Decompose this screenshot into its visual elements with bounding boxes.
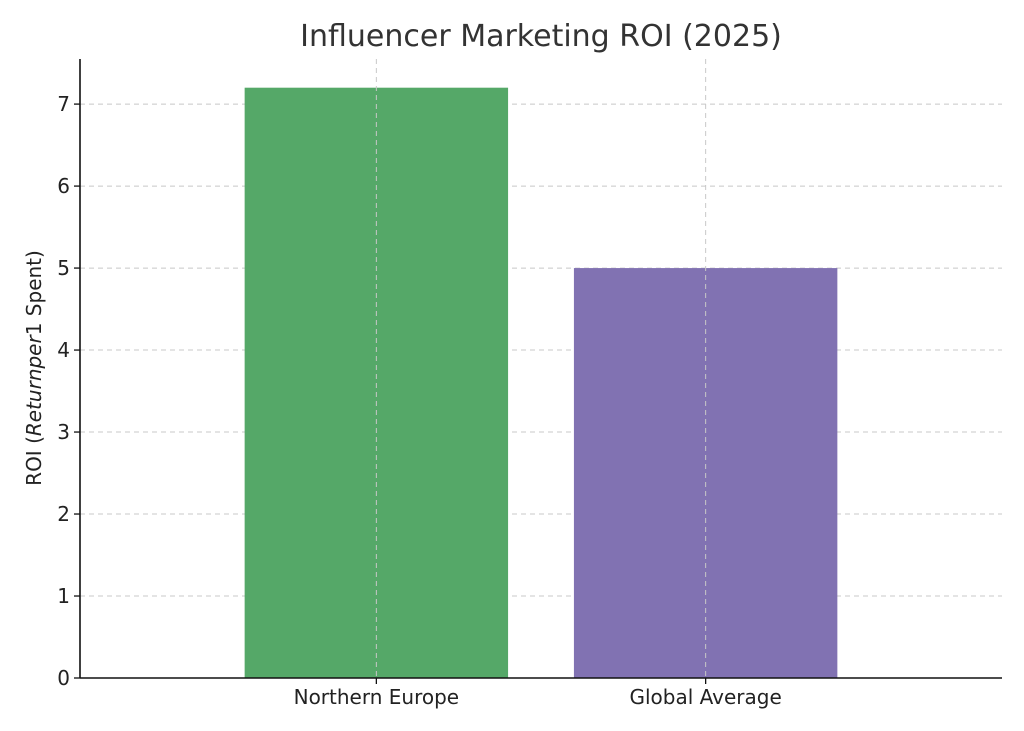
axis-layer — [79, 59, 1002, 679]
y-axis-label-italic: Returnper — [22, 334, 46, 437]
y-tick-label: 3 — [57, 420, 70, 444]
y-tick-label: 1 — [57, 584, 70, 608]
y-axis-label-suffix: 1 Spent) — [22, 250, 46, 335]
x-tick-label: Northern Europe — [294, 685, 459, 709]
tick-layer: 0 1 2 3 4 5 6 7 Northern Europe Global Average — [57, 92, 782, 709]
grid-layer — [80, 103, 1002, 679]
y-tick-label: 6 — [57, 174, 70, 198]
chart-title: Influencer Marketing ROI (2025) — [300, 19, 782, 54]
y-tick-label: 0 — [57, 666, 70, 690]
y-axis-label-prefix: ROI ( — [22, 436, 46, 486]
y-tick-label: 7 — [57, 92, 70, 116]
bar-layer — [244, 59, 838, 678]
y-tick-label: 2 — [57, 502, 70, 526]
y-axis-label: ROI (Returnper1 Spent) — [22, 250, 46, 486]
y-tick-label: 4 — [57, 338, 70, 362]
x-tick-label: Global Average — [629, 685, 781, 709]
y-tick-label: 5 — [57, 256, 70, 280]
